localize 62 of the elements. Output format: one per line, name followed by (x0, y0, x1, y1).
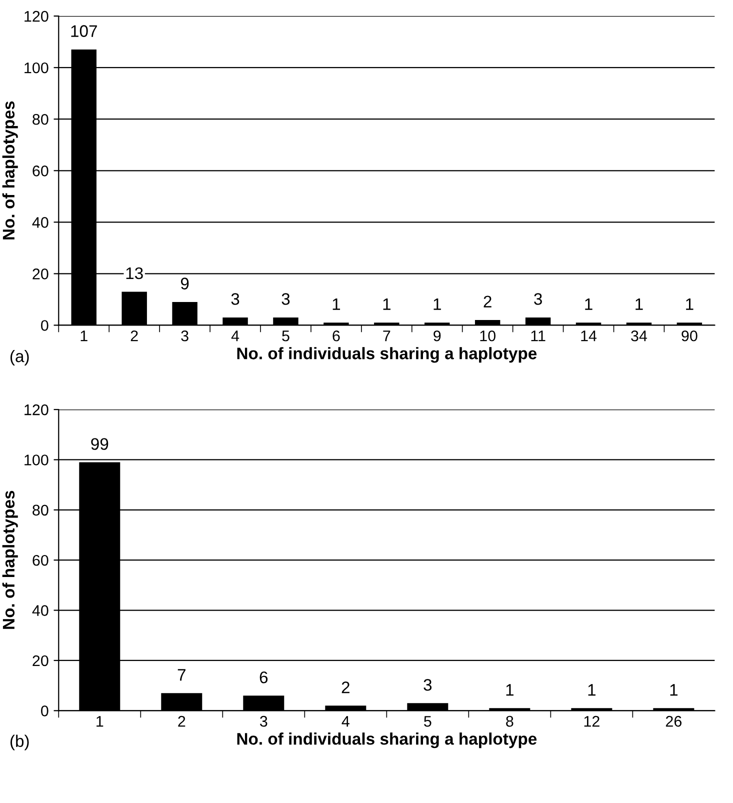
y-tick-label: 60 (32, 554, 48, 566)
x-tick-label: 8 (506, 716, 514, 727)
data-label: 3 (231, 293, 240, 305)
y-tick-label: 60 (32, 166, 48, 176)
data-label: 1 (670, 684, 678, 696)
data-label: 13 (126, 267, 143, 280)
y-tick-label: 0 (41, 706, 48, 716)
data-label: 1 (383, 298, 390, 310)
data-label: 1 (585, 298, 592, 310)
y-tick-label: 120 (24, 404, 48, 416)
data-label: 107 (71, 25, 97, 37)
x-tick-label: 7 (383, 330, 390, 342)
x-tick-label: 2 (130, 330, 138, 342)
data-label: 99 (91, 438, 108, 450)
data-label: 6 (260, 671, 268, 684)
data-label: 1 (636, 298, 643, 310)
y-tick-label: 20 (32, 655, 48, 666)
y-tick-label: 80 (32, 114, 48, 125)
y-tick-label: 20 (32, 268, 48, 280)
x-tick-label: 9 (434, 330, 441, 342)
x-tick-label: 26 (666, 716, 682, 727)
data-label: 3 (534, 293, 542, 305)
x-tick-label: 3 (260, 716, 268, 727)
y-tick-label: 80 (32, 504, 48, 516)
y-tick-label: 40 (32, 605, 48, 616)
x-tick-label: 3 (181, 330, 188, 342)
text: (b) (10, 734, 29, 750)
x-tick-label: 2 (178, 716, 186, 727)
x-tick-label: 1 (80, 330, 88, 342)
x-tick-label: 90 (682, 330, 698, 342)
x-tick-label: 1 (96, 716, 104, 727)
y-axis-title: No. of haplotypes (2, 101, 18, 240)
data-label: 1 (506, 684, 514, 696)
data-label: 2 (484, 296, 492, 308)
data-label: 7 (178, 669, 186, 681)
x-tick-label: 4 (342, 716, 350, 727)
x-tick-label: 5 (282, 330, 290, 342)
x-tick-label: 10 (480, 330, 496, 342)
y-tick-label: 100 (24, 62, 48, 74)
x-tick-label: 5 (424, 716, 432, 727)
x-tick-label: 6 (332, 330, 340, 342)
x-tick-label: 34 (631, 330, 648, 342)
y-tick-label: 0 (41, 320, 48, 331)
data-label: 1 (332, 298, 340, 310)
x-axis-title: No. of individuals sharing a haplotype (237, 347, 537, 363)
data-label: 1 (588, 684, 596, 696)
x-tick-label: 14 (581, 330, 597, 342)
y-axis-title: No. of haplotypes (2, 490, 18, 629)
data-label: 1 (434, 298, 441, 310)
x-tick-label: 11 (531, 330, 546, 342)
text: (a) (10, 350, 29, 366)
data-label: 3 (424, 678, 432, 691)
y-tick-label: 40 (32, 217, 48, 228)
x-axis-title: No. of individuals sharing a haplotype (237, 732, 537, 748)
x-tick-label: 4 (231, 330, 240, 342)
y-tick-label: 120 (24, 10, 48, 22)
data-label: 3 (282, 293, 290, 305)
data-label: 9 (180, 278, 189, 290)
x-tick-label: 12 (584, 716, 600, 727)
y-tick-label: 100 (24, 454, 48, 466)
data-label: 2 (342, 682, 350, 694)
data-label: 1 (686, 298, 694, 310)
